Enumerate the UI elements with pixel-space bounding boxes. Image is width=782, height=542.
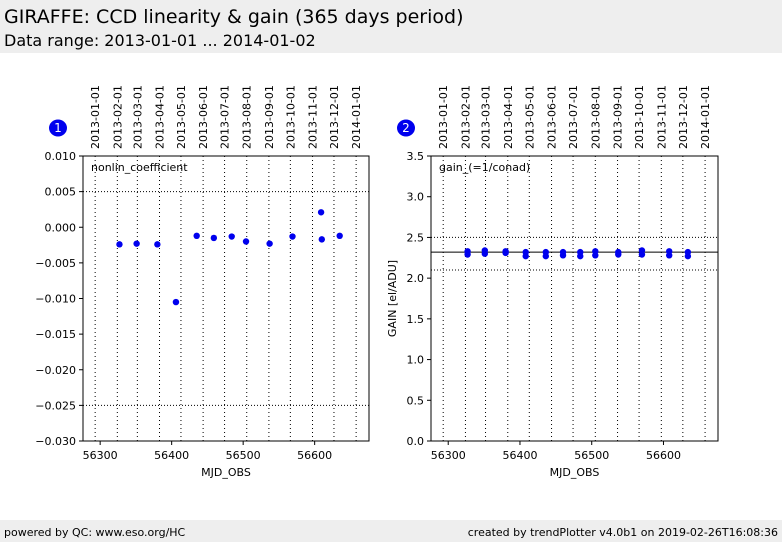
plot1-badge-number: 1 — [54, 121, 62, 135]
plot2-x-tick-label: 56600 — [646, 449, 681, 462]
plot2-y-axis-label: GAIN [el/ADU] — [386, 260, 399, 337]
plot1-y-tick-label: −0.010 — [35, 293, 76, 306]
plot2-y-tick-label: 1.5 — [407, 313, 425, 326]
plot1-date-tick-label: 2013-09-01 — [263, 85, 276, 149]
plot2-date-tick-label: 2013-03-01 — [480, 85, 493, 149]
plot1-y-tick-label: −0.005 — [35, 257, 76, 270]
plot1-date-tick-label: 2013-05-01 — [175, 85, 188, 149]
plot1-data-point — [154, 241, 161, 248]
plot2-data-point — [666, 248, 673, 255]
plot2-date-tick-label: 2014-01-01 — [699, 85, 712, 149]
plot2-date-tick-label: 2013-07-01 — [567, 85, 580, 149]
header-bar: GIRAFFE: CCD linearity & gain (365 days … — [0, 0, 782, 53]
plot2-date-tick-label: 2013-05-01 — [523, 85, 536, 149]
plot1-data-point — [317, 209, 325, 216]
plot1-y-tick-label: 0.010 — [45, 150, 77, 163]
plot2-data-point — [577, 248, 584, 256]
plot1-date-tick-label: 2013-11-01 — [307, 85, 320, 149]
plot1-date-tick-label: 2013-10-01 — [284, 85, 297, 149]
plot1-data-point — [210, 234, 218, 242]
plot1-data-point — [228, 233, 235, 240]
plot2-x-axis-label: MJD_OBS — [550, 466, 600, 479]
plot1-x-tick-label: 56400 — [154, 449, 189, 462]
plot2-y-tick-label: 3.0 — [407, 191, 425, 204]
plot2-badge-number: 2 — [402, 121, 410, 135]
plot2-x-tick-label: 56500 — [574, 449, 609, 462]
plot2-badge-circle — [397, 119, 415, 137]
plot1-y-tick-label: −0.030 — [35, 435, 76, 448]
plot2-axes-frame — [430, 155, 719, 442]
plot1-date-tick-label: 2013-03-01 — [131, 85, 144, 149]
plot1-data-point — [318, 236, 326, 243]
plot2-date-tick-label: 2013-02-01 — [459, 85, 472, 149]
plot2-data-point — [464, 248, 471, 255]
page-subtitle: Data range: 2013-01-01 ... 2014-01-02 — [4, 31, 316, 50]
page-title: GIRAFFE: CCD linearity & gain (365 days … — [4, 6, 464, 28]
plot1-y-tick-label: −0.020 — [35, 364, 76, 377]
plot1-badge-circle — [49, 119, 67, 137]
plot2-date-tick-label: 2013-11-01 — [655, 85, 668, 149]
plot1-x-tick-label: 56600 — [297, 449, 332, 462]
plot1-data-point — [336, 232, 343, 239]
plot1-y-tick-label: −0.015 — [35, 328, 76, 341]
plot1-annotation: nonlin_coefficient — [91, 161, 188, 174]
plot1-data-point — [172, 298, 180, 306]
plot2-y-tick-label: 2.0 — [407, 272, 425, 285]
footer-powered-by: powered by QC: www.eso.org/HC — [4, 526, 186, 539]
plot2-data-point — [638, 247, 646, 254]
plot1-axes-frame — [82, 155, 370, 442]
plot2-data-point — [481, 247, 489, 254]
plot1-data-point — [242, 238, 250, 245]
plot1-date-tick-label: 2013-01-01 — [89, 85, 102, 149]
plot2-y-tick-label: 1.0 — [407, 354, 425, 367]
plot1-data-point — [133, 240, 140, 247]
plot2-y-tick-label: 0.0 — [407, 435, 425, 448]
footer-bar: powered by QC: www.eso.org/HC created by… — [0, 520, 782, 542]
plot1-x-tick-label: 56500 — [226, 449, 261, 462]
plot2-annotation: gain_(=1/conad) — [439, 161, 530, 174]
plot1-date-tick-label: 2013-02-01 — [111, 85, 124, 149]
plot2-y-tick-label: 2.5 — [407, 231, 425, 244]
plot2-date-tick-label: 2013-12-01 — [677, 85, 690, 149]
plot2-data-point — [615, 248, 622, 256]
plot2-data-point — [592, 248, 599, 255]
plot2-date-tick-label: 2013-06-01 — [546, 85, 559, 149]
plot2-date-tick-label: 2013-08-01 — [589, 85, 602, 149]
plot1-x-tick-label: 56300 — [83, 449, 118, 462]
plot1-date-tick-label: 2014-01-01 — [350, 85, 363, 149]
plot2-x-tick-label: 56300 — [431, 449, 466, 462]
plot2-data-point — [542, 248, 549, 256]
plot1-data-point — [289, 233, 296, 240]
plot2-data-point — [522, 248, 529, 256]
plot2-date-tick-label: 2013-04-01 — [502, 85, 515, 149]
plot1-y-tick-label: 0.005 — [45, 186, 77, 199]
plot2-data-point — [559, 248, 567, 256]
plot1-data-point — [266, 240, 273, 247]
plot1-date-tick-label: 2013-12-01 — [328, 85, 341, 149]
plot2-date-tick-label: 2013-10-01 — [633, 85, 646, 149]
plot2-data-point — [502, 248, 509, 255]
plot1-y-tick-label: −0.025 — [35, 399, 76, 412]
plot1-data-point — [193, 232, 200, 239]
plot1-date-tick-label: 2013-08-01 — [241, 85, 254, 149]
plot1-x-axis-label: MJD_OBS — [201, 466, 251, 479]
plot2-y-tick-label: 0.5 — [407, 394, 425, 407]
plot1-date-tick-label: 2013-04-01 — [154, 85, 167, 149]
footer-created-by: created by trendPlotter v4.0b1 on 2019-0… — [467, 526, 778, 539]
plot2-x-tick-label: 56400 — [502, 449, 537, 462]
plot1-date-tick-label: 2013-06-01 — [197, 85, 210, 149]
plot1-data-point — [116, 241, 123, 248]
plot2-date-tick-label: 2013-01-01 — [437, 85, 450, 149]
plot2-y-tick-label: 3.5 — [407, 150, 425, 163]
plot2-data-point — [684, 248, 692, 256]
plot1-date-tick-label: 2013-07-01 — [219, 85, 232, 149]
plot2-date-tick-label: 2013-09-01 — [612, 85, 625, 149]
plot1-y-tick-label: 0.000 — [45, 221, 77, 234]
